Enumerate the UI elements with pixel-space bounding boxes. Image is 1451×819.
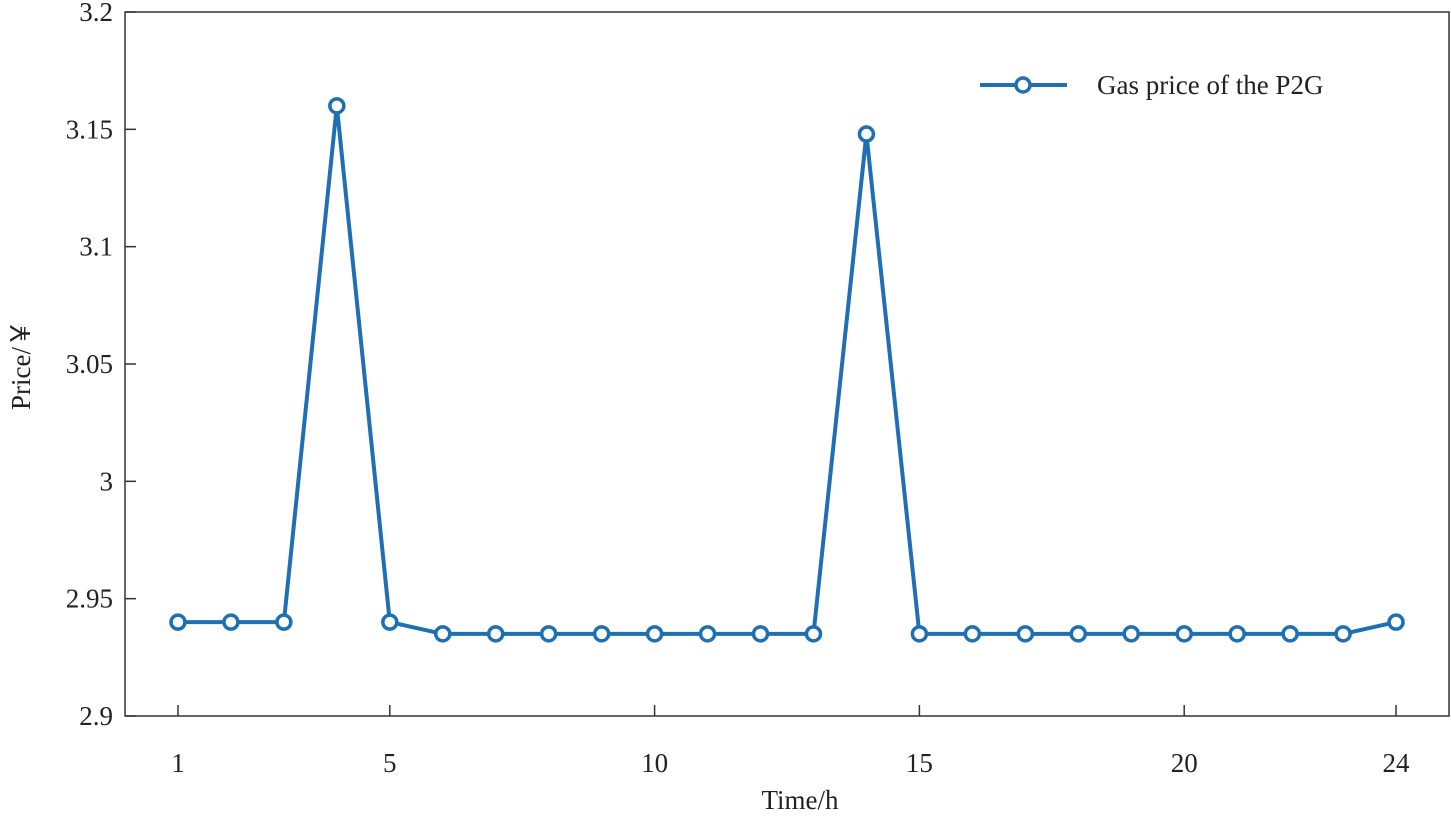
data-point <box>592 625 611 643</box>
y-axis: 2.9 2.95 3 3.05 3.1 3.15 3.2 <box>66 0 136 731</box>
data-point <box>1175 625 1193 643</box>
data-point <box>1069 625 1088 643</box>
data-point <box>857 125 876 143</box>
x-axis: 1 5 10 15 20 24 <box>171 705 1410 778</box>
y-tick-label: 3 <box>100 466 114 496</box>
legend-label: Gas price of the P2G <box>1097 70 1323 100</box>
y-axis-title: Price/￥ <box>6 320 36 410</box>
data-point <box>328 97 346 115</box>
data-point <box>434 625 452 643</box>
x-tick-label: 15 <box>906 748 933 778</box>
data-point <box>486 625 505 643</box>
x-tick-label: 1 <box>171 748 185 778</box>
data-point <box>1334 625 1352 643</box>
data-point <box>381 613 399 631</box>
legend-marker <box>1014 76 1032 94</box>
data-point <box>222 613 240 631</box>
data-point <box>1016 625 1035 643</box>
data-point <box>804 625 823 643</box>
y-tick-label: 3.1 <box>79 232 113 262</box>
x-tick-label: 24 <box>1383 748 1411 778</box>
data-point <box>539 625 558 643</box>
data-point <box>698 625 717 643</box>
x-tick-label: 20 <box>1171 748 1198 778</box>
series-line <box>178 103 1397 636</box>
data-point <box>751 625 770 643</box>
data-point <box>910 625 929 643</box>
data-point <box>1228 625 1246 643</box>
x-tick-label: 10 <box>641 748 668 778</box>
data-point <box>1387 613 1405 631</box>
y-tick-label: 3.15 <box>66 114 113 144</box>
x-axis-title: Time/h <box>761 785 839 815</box>
data-point <box>963 625 982 643</box>
series-markers <box>169 97 1405 643</box>
x-tick-label: 5 <box>383 748 397 778</box>
y-tick-label: 3.05 <box>66 349 113 379</box>
data-point <box>645 625 664 643</box>
data-point <box>1122 625 1140 643</box>
data-point <box>1281 625 1299 643</box>
y-tick-label: 2.9 <box>79 701 113 731</box>
data-point <box>169 613 187 631</box>
legend: Gas price of the P2G <box>980 70 1323 100</box>
data-point <box>275 613 293 631</box>
plot-area <box>124 11 1450 717</box>
y-tick-label: 3.2 <box>79 0 113 27</box>
y-tick-label: 2.95 <box>66 584 113 614</box>
